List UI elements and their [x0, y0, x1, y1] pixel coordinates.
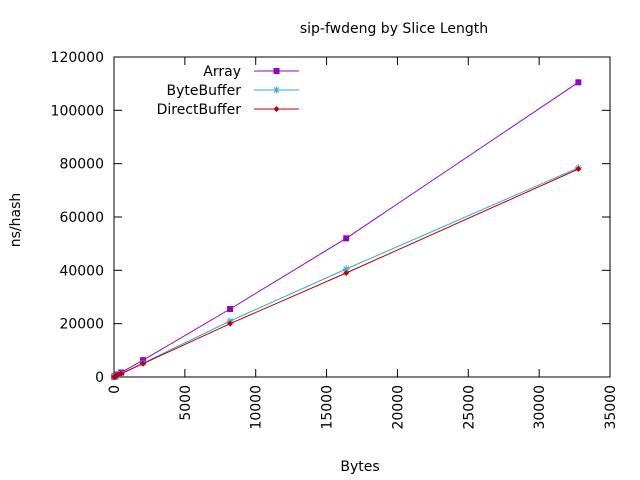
x-tick-label: 10000	[249, 385, 265, 430]
legend-marker	[273, 68, 280, 74]
data-point	[342, 265, 350, 273]
data-point	[118, 370, 125, 377]
legend-marker	[273, 106, 280, 112]
data-point	[227, 320, 234, 327]
legend-label: Array	[203, 64, 241, 80]
x-tick-label: 30000	[532, 385, 548, 430]
data-point	[575, 166, 582, 172]
y-tick-label: 40000	[59, 263, 104, 279]
legend: Array ByteBuffer DirectBuffer	[157, 64, 299, 118]
series-directbuffer	[111, 166, 582, 380]
data-point	[343, 235, 350, 242]
y-tick-label: 60000	[59, 210, 104, 226]
legend-label: DirectBuffer	[157, 102, 242, 118]
y-axis-ticks: 0 20000 40000 60000 80000 100000 120000	[51, 50, 610, 386]
x-tick-label: 0	[107, 385, 123, 394]
y-tick-label: 80000	[59, 157, 104, 173]
data-point	[343, 270, 350, 276]
y-tick-label: 100000	[51, 103, 104, 119]
x-tick-label: 25000	[461, 385, 477, 430]
y-axis-label: ns/hash	[8, 193, 24, 248]
y-tick-label: 120000	[51, 50, 104, 66]
x-axis-ticks: 0 5000 10000 15000 20000 25000 30000 35000	[107, 57, 619, 430]
data-point	[575, 79, 582, 86]
x-tick-label: 35000	[603, 385, 619, 430]
data-point	[140, 360, 147, 367]
series-line	[113, 81, 579, 378]
y-tick-label: 20000	[59, 317, 104, 333]
x-tick-label: 20000	[390, 385, 406, 430]
series-array	[111, 79, 582, 380]
data-point	[227, 306, 234, 312]
x-tick-label: 15000	[320, 385, 336, 430]
y-tick-label: 0	[95, 370, 104, 386]
series-layer	[110, 79, 582, 381]
legend-label: ByteBuffer	[167, 83, 242, 99]
x-tick-label: 5000	[178, 385, 194, 421]
x-axis-label: Bytes	[340, 459, 379, 475]
chart-title: sip-fwdeng by Slice Length	[300, 21, 488, 37]
legend-marker	[273, 86, 280, 94]
